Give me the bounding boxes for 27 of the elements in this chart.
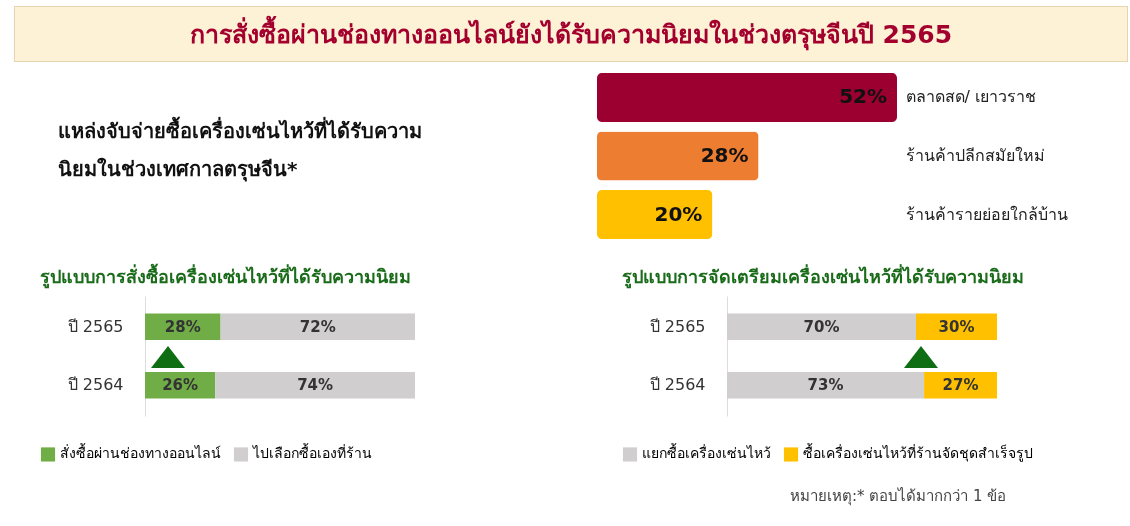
y-tick-label: ตลาดสด/ เยาวราช [905, 87, 1036, 107]
y-tick-label: ปี 2565 [67, 316, 124, 336]
legend-label: สั่งซื้อผ่านช่องทางออนไลน์ [60, 443, 221, 462]
y-tick-label: ร้านค้าปลีกสมัยใหม่ [905, 146, 1045, 165]
data-label: 26% [162, 376, 199, 395]
data-label: 52% [839, 84, 887, 109]
y-tick-label: ร้านค้ารายย่อยใกล้บ้าน [905, 204, 1068, 224]
y-tick-label: ปี 2564 [67, 375, 124, 395]
data-label: 28% [700, 143, 749, 167]
data-label: 72% [299, 317, 336, 336]
legend-label: แยกซื้อเครื่องเซ่นไหว้ [642, 443, 771, 462]
data-label: 28% [164, 317, 201, 336]
data-label: 20% [654, 201, 703, 226]
data-label: 30% [938, 317, 975, 336]
data-label: 70% [803, 317, 840, 336]
chart-title: รูปแบบการจัดเตรียมเครื่องเซ่นไหว้ที่ได้รับความนิยม [622, 263, 1024, 291]
legend-label: ซื้อเครื่องเซ่นไหว้ที่ร้านจัดชุดสำเร็จรูป [803, 443, 1033, 463]
legend-label: ไปเลือกซื้อเองที่ร้าน [252, 443, 372, 462]
y-tick-label: ปี 2564 [649, 375, 706, 395]
data-label: 27% [942, 376, 979, 395]
data-label: 74% [297, 376, 334, 395]
data-label: 73% [807, 376, 844, 395]
text: หมายเหตุ:* ตอบได้มากกว่า 1 ข้อ [790, 486, 1007, 508]
chart-title: รูปแบบการสั่งซื้อเครื่องเซ่นไหว้ที่ได้รับความนิยม [40, 262, 411, 291]
y-tick-label: ปี 2565 [649, 316, 706, 336]
chart-title: การสั่งซื้อผ่านช่องทางออนไลน์ยังได้รับความนิยมในช่วงตรุษจีนปี 2565 [14, 6, 1128, 62]
text: แหล่งจับจ่ายซื้อเครื่องเซ่นไหว้ที่ได้รับความนิยมในช่วงเทศกาลตรุษจีน* [58, 115, 423, 184]
